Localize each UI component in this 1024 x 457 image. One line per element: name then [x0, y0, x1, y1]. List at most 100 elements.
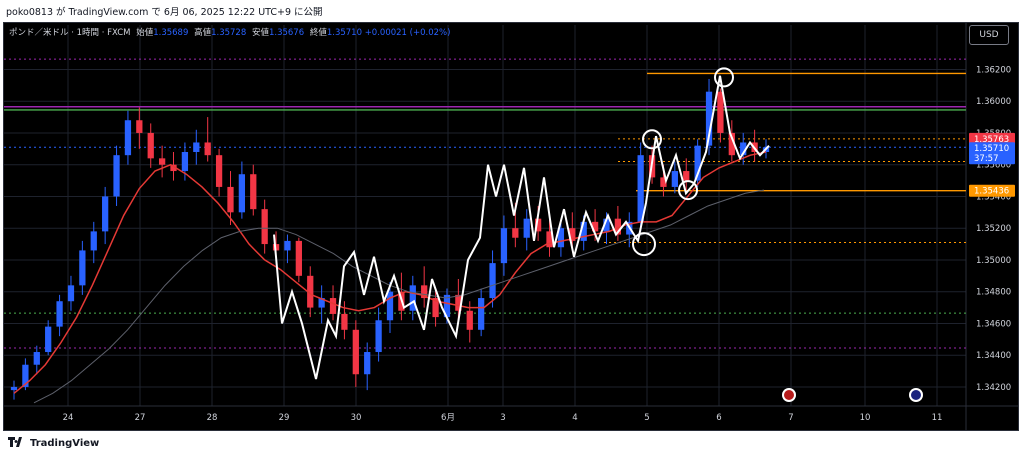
- price-label-bg: [969, 142, 1015, 155]
- candle-body: [683, 171, 690, 181]
- candle-body: [56, 301, 63, 327]
- candle-body: [307, 275, 314, 308]
- publish-info: poko0813 が TradingView.com で 6月 06, 2025…: [6, 7, 323, 18]
- candle-body: [557, 228, 565, 248]
- candle-body: [124, 120, 132, 156]
- price-label-bg: [969, 132, 1015, 145]
- candle-body: [45, 326, 52, 353]
- candle-body: [250, 174, 257, 210]
- candle-body: [102, 196, 109, 232]
- legend-high-label: 高値: [194, 28, 212, 38]
- candle-body: [204, 142, 211, 156]
- y-tick-label: 1.35000: [976, 256, 1011, 266]
- candle-body: [284, 240, 291, 251]
- candle-body: [261, 209, 268, 245]
- candle-body: [546, 231, 553, 248]
- candle-body: [660, 177, 667, 187]
- candle-body: [90, 231, 97, 251]
- y-tick-label: 1.34600: [976, 319, 1011, 329]
- annotation-circle: [642, 129, 662, 150]
- candle-body: [421, 285, 428, 299]
- candle-body: [113, 155, 120, 197]
- candle-body: [512, 228, 519, 238]
- candle-body: [694, 145, 701, 181]
- candle-body: [386, 291, 394, 321]
- candle-body: [455, 294, 462, 311]
- tradingview-brand: TradingView: [30, 438, 100, 449]
- candle-body: [443, 294, 451, 318]
- candle-body: [295, 240, 302, 276]
- chart-panel[interactable]: 1.362001.360001.358001.356001.354001.352…: [3, 22, 1019, 431]
- price-label: 1.35436: [974, 187, 1009, 197]
- candle-body: [147, 132, 154, 159]
- legend-high: 1.35728: [211, 28, 247, 38]
- candle-body: [637, 155, 644, 222]
- y-tick-label: 1.35600: [976, 161, 1011, 171]
- candle-body: [705, 91, 713, 146]
- candle-body: [158, 158, 166, 165]
- legend-low: 1.35676: [268, 28, 305, 38]
- y-tick-label: 1.36000: [976, 97, 1011, 107]
- candle-body: [318, 298, 325, 308]
- uk-flag-icon: [911, 390, 921, 400]
- candle-body: [364, 352, 371, 375]
- candle-body: [67, 285, 75, 302]
- x-tick-label: 7: [788, 413, 793, 423]
- candle-body: [740, 142, 747, 156]
- candle-body: [466, 310, 473, 330]
- x-tick-label: 28: [207, 413, 218, 423]
- legend-open: 1.35689: [153, 28, 189, 38]
- us-flag-icon: [784, 390, 794, 400]
- candle-body: [591, 221, 599, 232]
- tradingview-footer[interactable]: TradingView: [8, 437, 99, 450]
- price-chart[interactable]: 1.362001.360001.358001.356001.354001.352…: [4, 23, 1018, 430]
- candle-body: [170, 164, 177, 172]
- candle-body: [329, 298, 337, 314]
- candle-body: [193, 142, 200, 152]
- price-label-bg: [969, 152, 1015, 165]
- currency-button[interactable]: USD: [969, 25, 1009, 45]
- legend-low-label: 安値: [251, 28, 269, 38]
- annotation-circle: [632, 232, 656, 257]
- candle-body: [728, 132, 735, 156]
- candle-body: [478, 298, 485, 330]
- price-label-bg: [969, 184, 1015, 197]
- legend-close-label: 終値: [309, 28, 327, 38]
- x-tick-label: 5: [644, 413, 649, 423]
- candle-body: [215, 155, 223, 187]
- candle-body: [136, 120, 143, 133]
- x-tick-label: 24: [63, 413, 74, 423]
- legend-close: 1.35710: [326, 28, 362, 38]
- x-tick-label: 10: [860, 413, 871, 423]
- tradingview-logo-icon: [8, 437, 26, 450]
- candle-body: [375, 320, 382, 353]
- candle-body: [569, 228, 576, 241]
- price-label: 37:57: [974, 154, 999, 164]
- x-tick-label: 27: [135, 413, 146, 423]
- x-tick-label: 30: [351, 413, 362, 423]
- x-tick-label: 29: [279, 413, 290, 423]
- candle-body: [181, 152, 189, 172]
- annotation-circle: [678, 180, 698, 201]
- candle-body: [534, 218, 542, 232]
- candle-body: [489, 263, 496, 299]
- candle-body: [671, 171, 678, 187]
- y-tick-label: 1.34400: [976, 351, 1011, 361]
- candle-body: [500, 228, 508, 264]
- y-tick-label: 1.36200: [976, 65, 1011, 75]
- candle-body: [79, 250, 86, 286]
- price-label: 1.35763: [974, 135, 1009, 145]
- price-label: 1.35710: [974, 144, 1009, 154]
- y-tick-label: 1.34800: [976, 288, 1011, 298]
- x-tick-label: 6: [716, 413, 721, 423]
- x-tick-label: 11: [932, 413, 943, 423]
- candle-body: [523, 218, 530, 238]
- candle-body: [580, 221, 587, 241]
- candle-body: [22, 364, 29, 387]
- candle-body: [432, 298, 439, 318]
- ma-fast-line: [13, 151, 767, 394]
- chart-legend: ポンド／米ドル · 1時間 · FXCM 始値1.35689 高値1.35728…: [9, 26, 450, 38]
- y-tick-label: 1.35200: [976, 224, 1011, 234]
- legend-open-label: 始値: [136, 28, 154, 38]
